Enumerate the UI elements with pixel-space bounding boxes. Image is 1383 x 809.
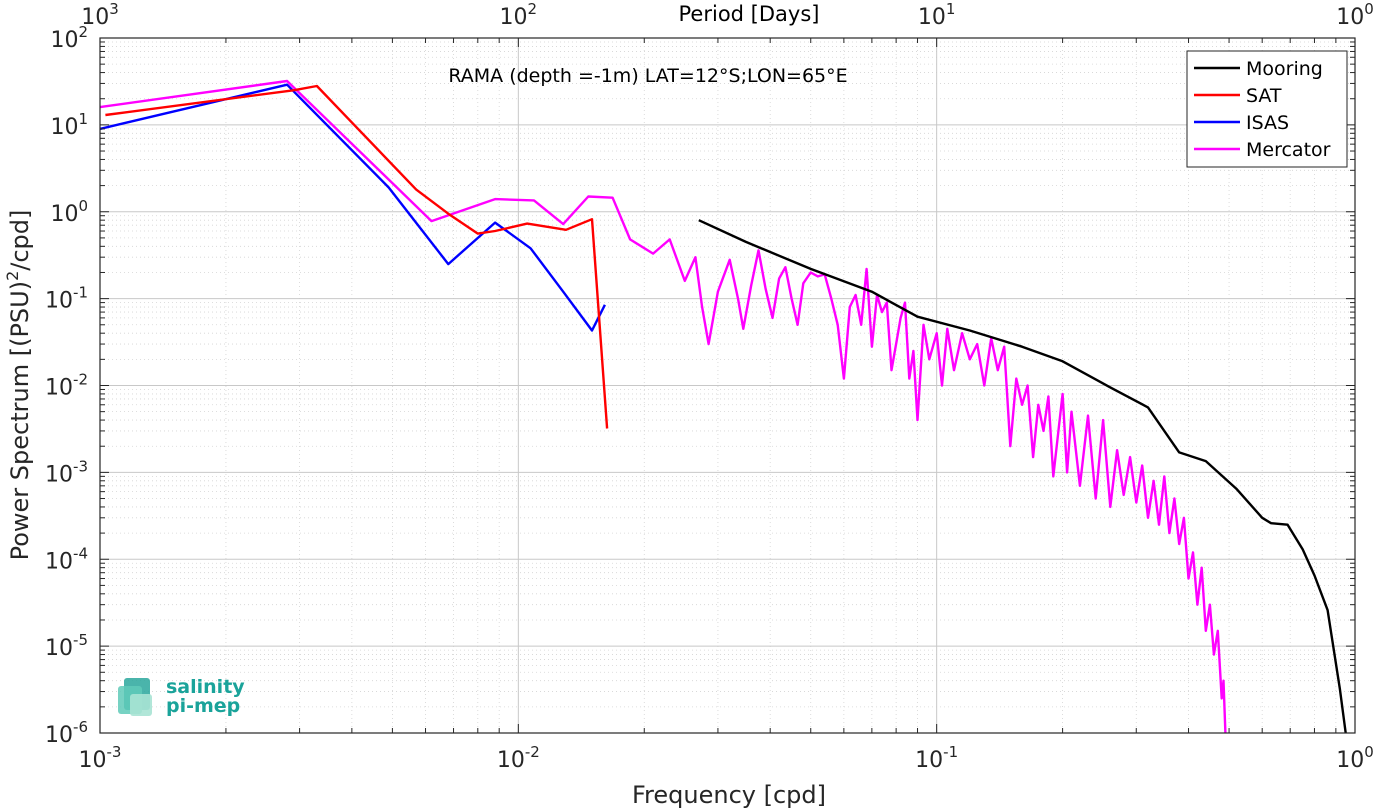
legend[interactable]: Mooring SAT ISAS Mercator <box>1186 50 1348 168</box>
x-tick-label: 100 <box>1336 743 1374 773</box>
y-axis-label: Power Spectrum [(PSU)2/cpd] <box>3 210 34 561</box>
y-tick-label: 101 <box>50 110 88 140</box>
y-tick-label: 10-3 <box>45 457 88 487</box>
x-tick-label: 10-2 <box>497 743 540 773</box>
y-tick-label: 10-6 <box>45 718 88 748</box>
legend-label-sat: SAT <box>1246 85 1282 107</box>
top-axis-label: Period [Days] <box>679 2 820 26</box>
series-line-sat <box>105 84 609 429</box>
y-tick-label: 10-1 <box>45 284 88 314</box>
logo-line2: pi-mep <box>166 695 240 717</box>
salinity-pi-mep-logo: salinity pi-mep <box>118 676 245 717</box>
series-line-mooring <box>698 219 1347 734</box>
legend-items: Mooring SAT ISAS Mercator <box>1194 58 1331 161</box>
x-tick-label: 10-3 <box>79 743 122 773</box>
top-tick-label: 100 <box>1336 0 1374 30</box>
series-line-mercator <box>99 79 1227 734</box>
legend-label-mercator: Mercator <box>1246 139 1331 161</box>
y-tick-label: 10-5 <box>45 631 88 661</box>
logo-line1: salinity <box>166 676 245 698</box>
legend-label-isas: ISAS <box>1246 112 1289 134</box>
legend-label-mooring: Mooring <box>1246 58 1323 80</box>
series-line-isas <box>99 83 606 332</box>
x-tick-label: 10-1 <box>915 743 958 773</box>
tick-marks <box>99 37 1356 734</box>
y-tick-label: 102 <box>50 23 88 53</box>
y-tick-label: 100 <box>50 197 88 227</box>
series-layer <box>99 79 1347 734</box>
top-tick-label: 101 <box>918 0 956 30</box>
top-tick-label: 103 <box>81 0 119 30</box>
chart-annotation: RAMA (depth =-1m) LAT=12°S;LON=65°E <box>448 65 847 87</box>
x-axis-label: Frequency [cpd] <box>632 781 826 809</box>
grid-major <box>99 37 1356 734</box>
legend-box <box>1186 50 1348 168</box>
top-tick-label: 102 <box>500 0 538 30</box>
y-tick-label: 10-4 <box>45 544 88 574</box>
y-tick-label: 10-2 <box>45 371 88 401</box>
